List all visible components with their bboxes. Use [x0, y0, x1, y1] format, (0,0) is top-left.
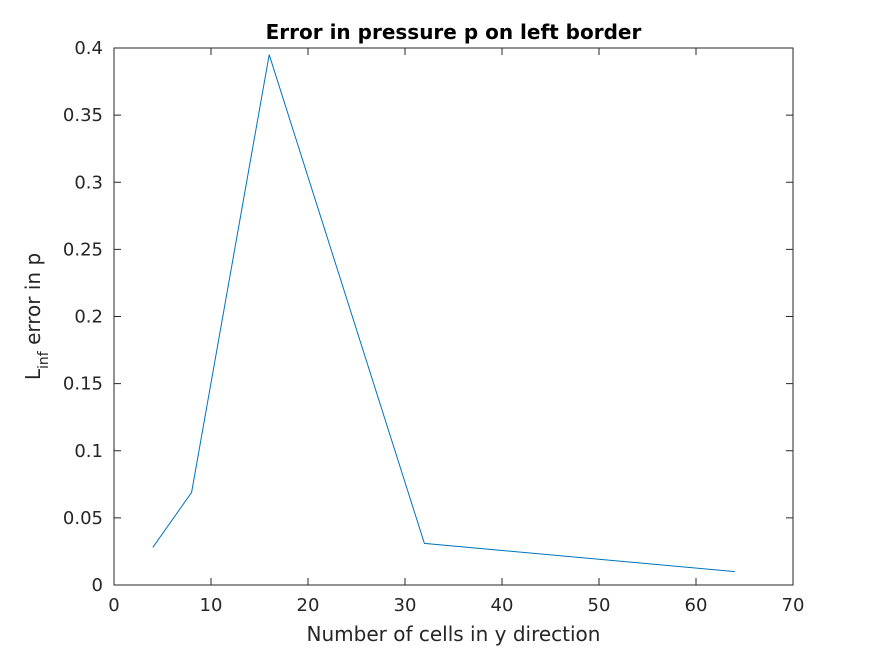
x-tick-label: 50: [588, 595, 611, 616]
plot-area: [114, 48, 793, 585]
series-line: [152, 54, 735, 573]
y-axis-label: Linf error in p: [21, 253, 52, 380]
y-axis-label-rest: error in p: [21, 253, 45, 351]
y-tick-label: 0.2: [74, 307, 103, 328]
x-axis-label: Number of cells in y direction: [307, 622, 601, 646]
y-axis-label-subscript: inf: [36, 350, 52, 369]
series-layer: [152, 54, 735, 573]
ticks-layer: 0 10 20 30 40 50 60 70 0 0.05 0.1 0.15 0.2 0.25 0.3 0.3…: [63, 38, 805, 616]
x-tick-label: 0: [108, 595, 119, 616]
y-tick-label: 0: [92, 575, 103, 596]
x-tick-label: 30: [394, 595, 417, 616]
y-tick-label: 0.15: [63, 374, 103, 395]
x-tick-label: 60: [685, 595, 708, 616]
y-tick-label: 0.4: [74, 38, 103, 59]
axes-box: [113, 47, 794, 586]
x-tick-label: 20: [297, 595, 320, 616]
chart-title: Error in pressure p on left border: [266, 20, 642, 44]
x-tick-label: 70: [782, 595, 805, 616]
x-tick-label: 40: [491, 595, 514, 616]
y-axis-label-main: L: [21, 368, 45, 380]
y-tick-label: 0.1: [74, 441, 103, 462]
y-tick-label: 0.25: [63, 239, 103, 260]
y-tick-label: 0.05: [63, 508, 103, 529]
x-tick-label: 10: [200, 595, 223, 616]
y-tick-label: 0.3: [74, 172, 103, 193]
y-tick-label: 0.35: [63, 105, 103, 126]
